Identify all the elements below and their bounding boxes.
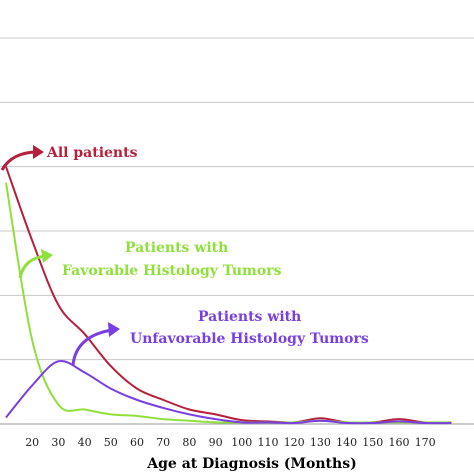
annotation-unfavorable: Patients with Unfavorable Histology Tumo… xyxy=(71,309,369,366)
x-axis-label: Age at Diagnosis (Months) xyxy=(146,456,356,472)
annotation-all-patients-label: All patients xyxy=(46,145,138,161)
arrow-unfavorable xyxy=(71,328,113,366)
x-tick-label: 30 xyxy=(51,436,65,449)
arrowhead-favorable xyxy=(41,249,53,263)
annotation-all-patients: All patients xyxy=(0,145,138,171)
arrow-all-patients xyxy=(0,150,39,171)
x-tick-label: 140 xyxy=(336,436,357,449)
x-tick-label: 40 xyxy=(78,436,92,449)
x-tick-label: 80 xyxy=(182,436,196,449)
x-tick-label: 120 xyxy=(284,436,305,449)
x-tick-label: 20 xyxy=(25,436,39,449)
x-tick-labels: 20 30 40 50 60 70 80 90 100 110 120 130 140 150 160 170 xyxy=(25,436,436,449)
series-group xyxy=(5,166,452,425)
annotation-unfavorable-line2: Unfavorable Histology Tumors xyxy=(130,331,369,347)
x-tick-label: 160 xyxy=(389,436,410,449)
x-tick-label: 60 xyxy=(130,436,144,449)
x-tick-label: 130 xyxy=(310,436,331,449)
annotation-favorable-line1: Patients with xyxy=(125,240,228,256)
x-tick-label: 50 xyxy=(104,436,118,449)
x-tick-label: 170 xyxy=(415,436,436,449)
series-line-1 xyxy=(5,182,452,424)
annotation-favorable-line2: Favorable Histology Tumors xyxy=(62,263,282,279)
x-tick-label: 150 xyxy=(362,436,383,449)
x-tick-label: 100 xyxy=(231,436,252,449)
annotation-favorable: Patients with Favorable Histology Tumors xyxy=(18,240,282,279)
x-tick-label: 110 xyxy=(258,436,279,449)
series-line-0 xyxy=(5,166,452,424)
arrowhead-all-patients xyxy=(33,145,44,159)
gridlines xyxy=(0,37,474,425)
x-tick-label: 70 xyxy=(156,436,170,449)
series-line-2 xyxy=(5,359,452,425)
x-tick-label: 90 xyxy=(209,436,223,449)
annotation-unfavorable-line1: Patients with xyxy=(198,309,301,325)
arrowhead-unfavorable xyxy=(108,322,120,337)
